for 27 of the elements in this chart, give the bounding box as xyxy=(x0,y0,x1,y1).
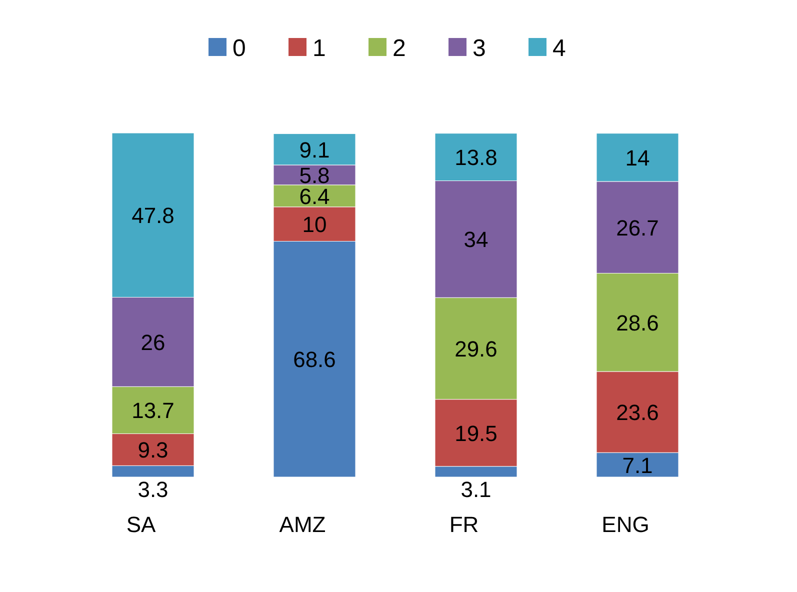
data-label: 68.6 xyxy=(293,347,336,372)
x-tick-label: FR xyxy=(449,512,479,537)
x-tick-label: SA xyxy=(126,512,156,537)
x-tick-label: AMZ xyxy=(279,512,326,537)
data-label: 34 xyxy=(464,227,488,252)
legend-label: 1 xyxy=(312,35,326,62)
legend-label: 4 xyxy=(552,35,566,62)
legend-label: 0 xyxy=(232,35,246,62)
data-label: 47.8 xyxy=(132,203,174,228)
data-label: 23.6 xyxy=(616,400,659,426)
data-label: 9.1 xyxy=(299,137,330,162)
data-label: 3.1 xyxy=(460,477,492,502)
data-label: 13.8 xyxy=(454,145,498,170)
data-label: 26.7 xyxy=(616,215,659,240)
legend-label: 2 xyxy=(392,35,406,62)
data-label: 9.3 xyxy=(138,438,168,463)
data-label: 14 xyxy=(625,145,650,170)
data-label: 28.6 xyxy=(616,310,659,336)
x-tick-label: ENG xyxy=(602,512,650,537)
data-label: 29.6 xyxy=(454,336,498,362)
data-label: 3.3 xyxy=(138,477,168,502)
data-label: 26 xyxy=(140,330,166,355)
data-label: 13.7 xyxy=(132,398,174,424)
legend-label: 3 xyxy=(472,35,486,62)
data-label: 7.1 xyxy=(622,452,653,478)
data-label: 10 xyxy=(302,212,327,238)
data-label: 19.5 xyxy=(454,420,498,446)
